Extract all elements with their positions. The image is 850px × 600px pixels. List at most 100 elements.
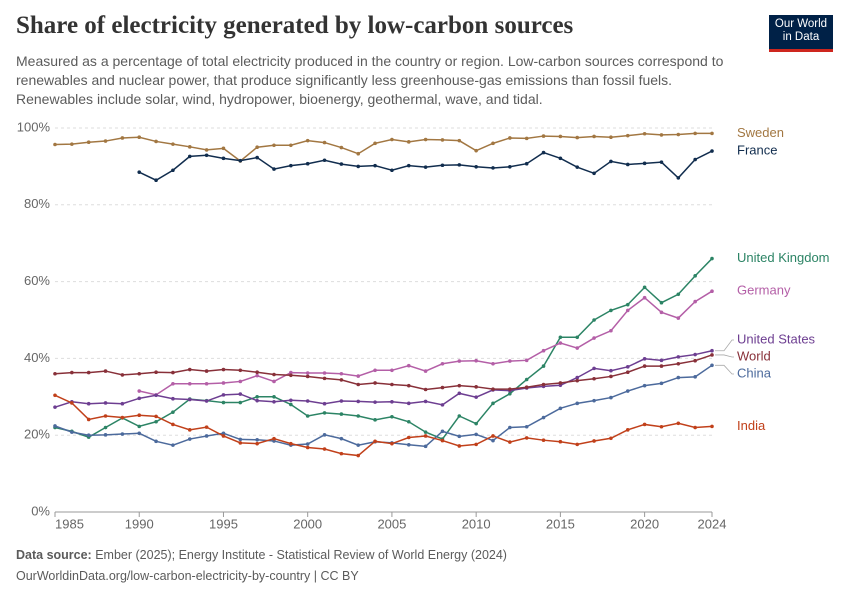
point <box>676 421 681 426</box>
x-tick-label: 1985 <box>55 516 84 531</box>
point <box>457 359 462 363</box>
url[interactable]: OurWorldinData.org/low-carbon-electricit… <box>16 569 359 583</box>
x-tick-label: 2010 <box>462 516 491 531</box>
point <box>221 431 226 436</box>
point <box>103 425 108 430</box>
x-tick-label: 2005 <box>377 516 406 531</box>
point <box>659 364 664 368</box>
point <box>592 376 596 381</box>
logo[interactable]: Our World in Data <box>769 15 833 52</box>
point <box>693 274 697 278</box>
point <box>390 441 394 446</box>
point <box>508 440 512 444</box>
point <box>70 401 74 405</box>
point <box>592 134 596 139</box>
point <box>457 383 462 388</box>
point <box>322 401 327 406</box>
y-tick-label: 20% <box>24 427 50 442</box>
point <box>625 370 630 375</box>
point <box>339 436 344 441</box>
point <box>238 441 243 445</box>
point <box>272 399 276 404</box>
point <box>406 419 411 424</box>
point <box>558 335 563 340</box>
point <box>322 140 327 145</box>
point <box>491 387 495 391</box>
point <box>558 134 563 139</box>
point <box>693 425 697 430</box>
point <box>53 142 57 147</box>
point <box>187 397 192 402</box>
point <box>625 162 630 167</box>
x-tick-label: 1995 <box>209 516 238 531</box>
point <box>524 377 529 382</box>
point <box>642 161 647 166</box>
point <box>710 348 714 353</box>
point <box>710 131 714 136</box>
series-label: Germany <box>737 283 791 298</box>
point <box>592 366 596 371</box>
x-tick-label: 2020 <box>630 516 659 531</box>
point <box>221 381 226 385</box>
point <box>322 376 327 381</box>
series-label: World <box>737 348 771 363</box>
point <box>474 442 478 447</box>
point <box>154 139 158 144</box>
point <box>255 438 259 442</box>
point <box>575 335 580 340</box>
point <box>339 451 344 456</box>
point <box>171 443 175 447</box>
point <box>204 425 209 429</box>
series-label: India <box>737 418 766 433</box>
point <box>609 436 613 441</box>
point <box>289 163 293 168</box>
point <box>171 168 175 173</box>
point <box>154 419 158 424</box>
point <box>710 256 714 261</box>
point <box>204 148 209 152</box>
point <box>103 414 108 418</box>
point <box>406 443 411 447</box>
point <box>558 439 563 444</box>
point <box>120 415 125 420</box>
point <box>289 143 293 148</box>
point <box>272 143 276 148</box>
point <box>508 425 512 430</box>
point <box>390 368 394 373</box>
point <box>154 393 158 398</box>
point <box>171 381 175 386</box>
point <box>356 151 361 156</box>
point <box>423 434 428 438</box>
point <box>86 401 91 406</box>
point <box>659 358 664 363</box>
point <box>440 438 445 443</box>
point <box>322 158 327 163</box>
point <box>238 158 243 163</box>
point <box>221 400 226 405</box>
point <box>659 160 664 164</box>
point <box>272 379 276 384</box>
point <box>322 447 327 451</box>
point <box>373 141 377 146</box>
point <box>221 146 226 151</box>
point <box>642 422 647 427</box>
point <box>659 310 664 315</box>
source-label: Data source: <box>16 548 92 562</box>
point <box>238 400 243 405</box>
point <box>693 358 697 363</box>
point <box>642 285 647 290</box>
point <box>676 132 681 137</box>
point <box>154 439 158 444</box>
point <box>676 176 681 180</box>
series-line <box>54 354 713 391</box>
point <box>440 429 445 434</box>
point <box>305 138 310 143</box>
point <box>154 178 158 183</box>
point <box>53 424 57 428</box>
source-text: Ember (2025); Energy Institute - Statist… <box>95 548 507 562</box>
series-line <box>54 258 713 440</box>
point <box>204 381 209 386</box>
point <box>120 432 125 436</box>
point <box>609 308 613 313</box>
